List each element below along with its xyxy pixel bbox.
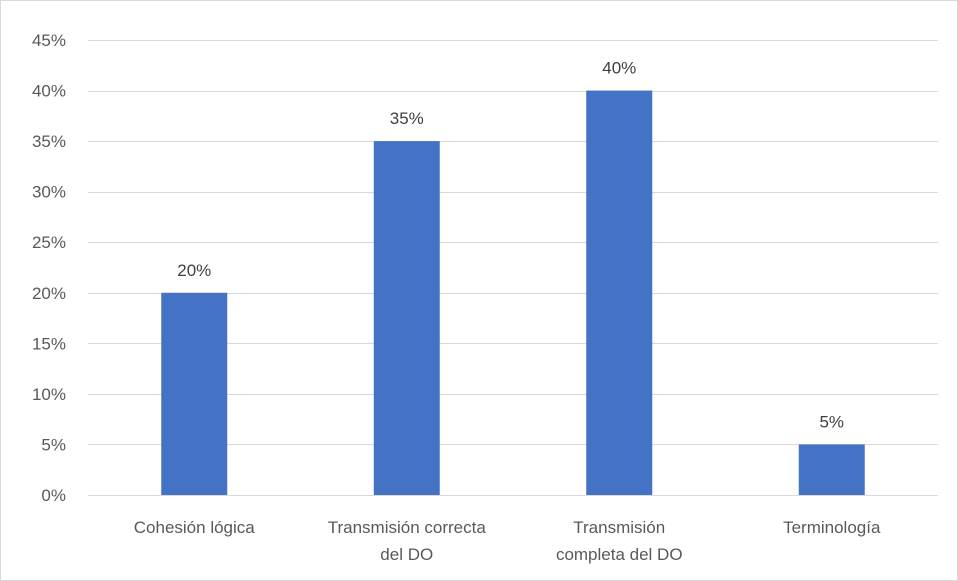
y-tick-label: 5% [41, 435, 66, 454]
data-label: 35% [390, 109, 424, 128]
y-tick-label: 25% [32, 233, 66, 252]
gridlines [88, 40, 938, 496]
y-tick-label: 45% [32, 31, 66, 50]
x-category-label-line: Terminología [783, 518, 881, 537]
y-tick-label: 35% [32, 132, 66, 151]
x-category-label-line: Cohesión lógica [134, 518, 256, 537]
bar [373, 141, 440, 495]
bar [798, 444, 865, 495]
x-category-label-line: del DO [380, 545, 433, 564]
x-category-label: Transmisión correcta del DO [328, 518, 487, 564]
y-tick-label: 40% [32, 82, 66, 101]
y-tick-label: 0% [41, 486, 66, 505]
x-category-label: Transmisión completa del DO [556, 518, 683, 564]
data-labels: 20% 35% 40% 5% [177, 59, 844, 432]
x-category-label-line: Transmisión [573, 518, 665, 537]
x-category-label: Cohesión lógica [134, 518, 256, 537]
x-axis-categories: Cohesión lógica Transmisión correcta del D… [134, 518, 881, 564]
y-tick-label: 10% [32, 385, 66, 404]
y-tick-label: 30% [32, 183, 66, 202]
y-axis-ticks: 0% 5% 10% 15% 20% 25% 30% 35% 40% 45% [32, 31, 66, 505]
data-label: 40% [602, 59, 636, 78]
y-tick-label: 20% [32, 284, 66, 303]
x-category-label: Terminología [783, 518, 881, 537]
y-tick-label: 15% [32, 334, 66, 353]
data-label: 5% [819, 412, 844, 431]
bars [161, 90, 865, 496]
bar [161, 292, 228, 495]
bar [586, 90, 653, 496]
data-label: 20% [177, 261, 211, 280]
x-category-label-line: Transmisión correcta [328, 518, 487, 537]
x-category-label-line: completa del DO [556, 545, 683, 564]
